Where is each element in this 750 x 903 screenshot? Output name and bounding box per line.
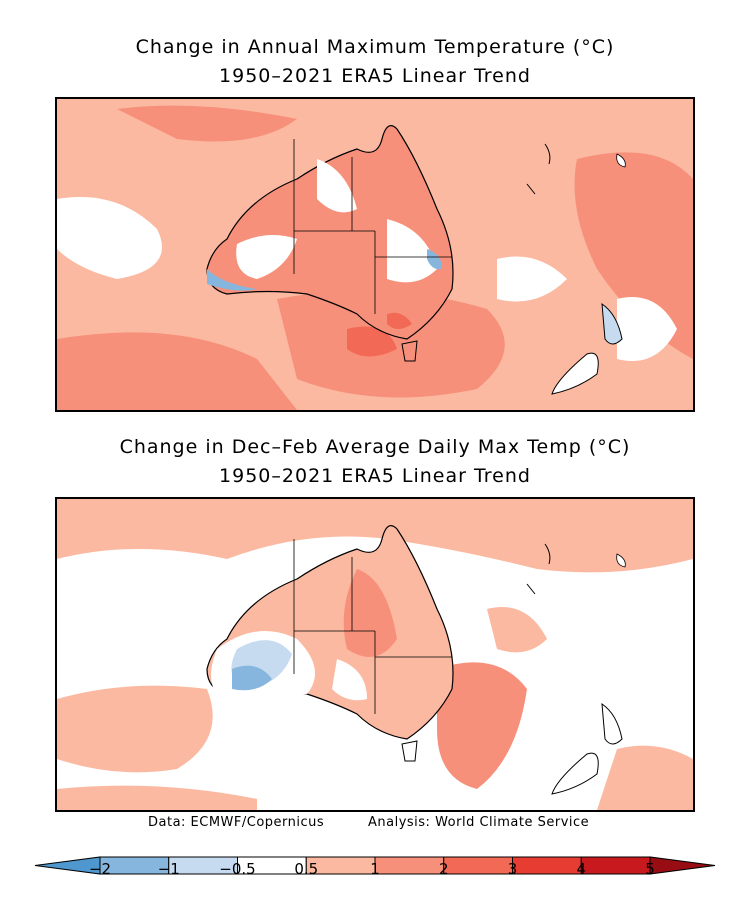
- data-credit: Data: ECMWF/Copernicus: [148, 815, 325, 830]
- annual-max-temp-trend-map: [55, 97, 695, 412]
- australia-outline: [206, 525, 454, 740]
- colorbar-tick-label: −0.5: [219, 860, 256, 878]
- colorbar-bin: [649, 856, 716, 875]
- colorbar-tick-label: 3: [507, 860, 518, 878]
- colorbar-bin: [374, 856, 445, 875]
- australia-outline: [206, 125, 454, 340]
- colorbar-tick-label: 5: [645, 860, 655, 878]
- colorbar-tick-label: 0.5: [294, 860, 319, 878]
- colorbar-tick-label: −1: [157, 860, 180, 878]
- map2-title-line2: 1950–2021 ERA5 Linear Trend: [219, 465, 531, 487]
- colorbar-tick-label: 4: [576, 860, 587, 878]
- colorbar-bin: [580, 856, 651, 875]
- colorbar-bin: [512, 856, 582, 875]
- map1-title-line2: 1950–2021 ERA5 Linear Trend: [219, 65, 531, 87]
- colorbar-tick-label: −2: [88, 860, 112, 878]
- colorbar: [34, 856, 716, 875]
- map2-title-line1: Change in Dec–Feb Average Daily Max Temp…: [119, 436, 631, 458]
- colorbar-tick-label: 1: [370, 860, 380, 878]
- colorbar-tick-label: 2: [438, 860, 449, 878]
- analysis-credit: Analysis: World Climate Service: [368, 815, 590, 830]
- djf-max-temp-trend-map: [55, 497, 695, 812]
- map1-title-line1: Change in Annual Maximum Temperature (°C…: [135, 36, 615, 58]
- colorbar-bin: [443, 856, 513, 875]
